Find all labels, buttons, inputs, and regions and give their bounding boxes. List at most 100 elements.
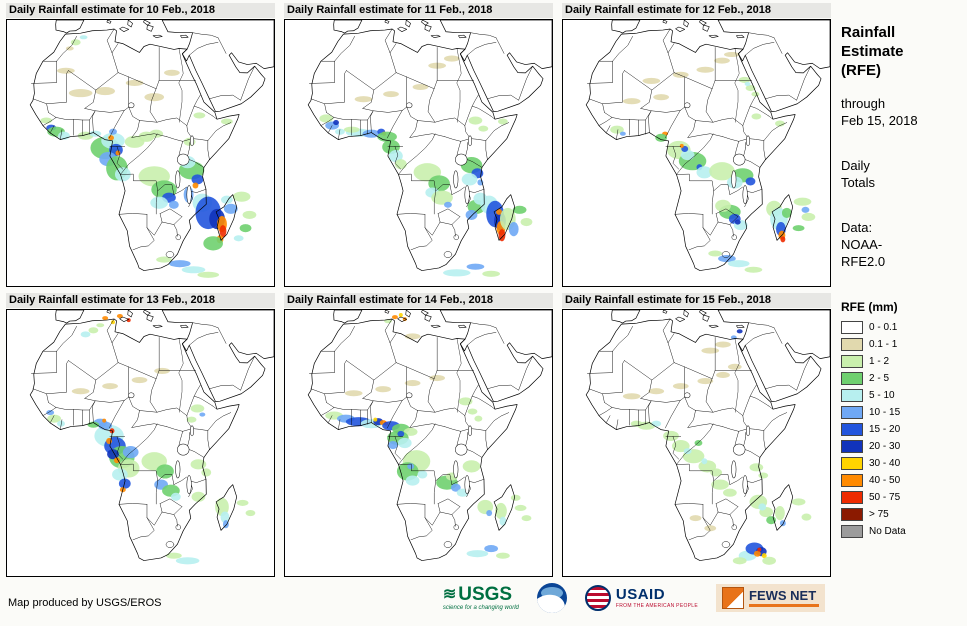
rain-cell <box>781 207 792 218</box>
info-sidebar: Rainfall Estimate (RFE) through Feb 15, … <box>831 0 967 626</box>
rain-cell <box>793 197 812 206</box>
rain-cell <box>407 463 415 470</box>
rain-cell <box>780 236 786 243</box>
through-date: through Feb 15, 2018 <box>841 96 918 129</box>
rain-cell <box>478 125 489 132</box>
legend-item: 10 - 15 <box>841 404 963 421</box>
rain-cell <box>708 250 723 257</box>
legend-swatch <box>841 355 863 369</box>
rain-cell <box>57 67 75 74</box>
legend-item: 30 - 40 <box>841 455 963 472</box>
rain-cell <box>170 492 181 501</box>
rain-cell <box>70 39 81 46</box>
legend-label: 10 - 15 <box>869 407 901 419</box>
rain-cell <box>233 235 244 242</box>
rain-cell <box>520 217 533 227</box>
legend-label: 40 - 50 <box>869 475 901 487</box>
rain-cell <box>46 410 55 416</box>
rain-cell <box>775 120 785 127</box>
africa-basemap <box>29 310 274 561</box>
rain-cell <box>388 440 398 450</box>
rain-cell <box>466 550 489 558</box>
rain-cell <box>465 209 478 221</box>
rain-cell <box>108 135 114 141</box>
rain-cell <box>710 468 723 477</box>
rain-cell <box>222 520 229 529</box>
map-panel-feb-10: Daily Rainfall estimate for 10 Feb., 201… <box>6 3 275 287</box>
rain-cell <box>648 388 665 395</box>
rainfall-layer <box>319 55 533 277</box>
rain-cell <box>102 383 118 390</box>
legend-label: 20 - 30 <box>869 441 901 453</box>
rain-cell <box>373 417 378 422</box>
africa-map-feb-14 <box>307 310 552 561</box>
rain-cell <box>762 556 777 565</box>
rain-cell <box>109 128 117 135</box>
rain-cell <box>383 91 399 98</box>
rainfall-layer <box>46 314 256 565</box>
rain-cell <box>428 175 450 192</box>
rain-cell <box>751 91 760 97</box>
rain-cell <box>715 341 731 348</box>
rain-cell <box>791 498 806 506</box>
rain-cell <box>696 66 715 73</box>
rain-cell <box>610 125 624 134</box>
legend-item: 5 - 10 <box>841 387 963 404</box>
legend-item: 0 - 0.1 <box>841 319 963 336</box>
legend-label: 15 - 20 <box>869 424 901 436</box>
rain-cell <box>125 79 144 86</box>
usgs-wave-icon: ≋ <box>442 585 457 603</box>
africa-basemap <box>585 310 830 561</box>
rain-cell <box>723 488 737 497</box>
rain-cell <box>201 468 212 477</box>
map-credit: Map produced by USGS/EROS <box>8 597 162 609</box>
rain-cell <box>653 94 670 101</box>
usaid-tagline: FROM THE AMERICAN PEOPLE <box>615 603 698 609</box>
rain-cell <box>166 552 182 559</box>
usgs-tagline: science for a changing world <box>442 605 519 611</box>
rain-cell <box>88 327 99 334</box>
maps-row-2: Daily Rainfall estimate for 13 Feb., 201… <box>6 293 831 577</box>
rain-cell <box>404 380 421 387</box>
rain-cell <box>403 427 418 436</box>
rain-cell <box>744 266 763 273</box>
rain-cell <box>749 463 764 472</box>
rain-cell <box>118 478 131 489</box>
rain-cell <box>175 557 200 565</box>
rain-cell <box>514 504 527 512</box>
rain-cell <box>775 505 785 521</box>
rain-cell <box>223 203 238 214</box>
legend-swatch <box>841 338 863 352</box>
panel-title: Daily Rainfall estimate for 12 Feb., 201… <box>562 3 831 18</box>
data-source-label: Data: NOAA- RFE2.0 <box>841 219 886 269</box>
rain-cell <box>417 470 428 479</box>
rain-cell <box>220 511 230 523</box>
rain-cell <box>758 472 769 479</box>
africa-basemap <box>585 20 830 271</box>
rain-cell <box>468 116 483 125</box>
rain-cell <box>232 191 251 202</box>
usgs-name: USGS <box>458 584 513 605</box>
panel-title: Daily Rainfall estimate for 14 Feb., 201… <box>284 293 553 308</box>
legend-swatch <box>841 474 863 488</box>
rain-cell <box>745 177 756 186</box>
legend-label: > 75 <box>869 509 889 521</box>
rain-cell <box>115 150 121 156</box>
map-panel-feb-13: Daily Rainfall estimate for 13 Feb., 201… <box>6 293 275 577</box>
map-panel-feb-15: Daily Rainfall estimate for 15 Feb., 201… <box>562 293 831 577</box>
rain-cell <box>111 320 115 325</box>
rain-cell <box>672 71 689 78</box>
rain-cell <box>131 377 148 384</box>
fewsnet-name: FEWS NET <box>749 588 817 603</box>
rain-cell <box>397 430 405 437</box>
legend: 0 - 0.1 0.1 - 1 1 - 2 2 - 5 5 - 10 10 - 15 15 … <box>841 319 963 540</box>
rain-cell <box>444 55 460 62</box>
rain-cell <box>192 182 199 189</box>
legend-label: 0.1 - 1 <box>869 339 898 351</box>
rain-cell <box>112 468 128 481</box>
rain-cell <box>144 93 165 102</box>
usgs-wordmark: ≋ USGS <box>443 585 512 604</box>
panel-title: Daily Rainfall estimate for 13 Feb., 201… <box>6 293 275 308</box>
rain-cell <box>486 510 493 517</box>
rain-cell <box>354 96 373 103</box>
